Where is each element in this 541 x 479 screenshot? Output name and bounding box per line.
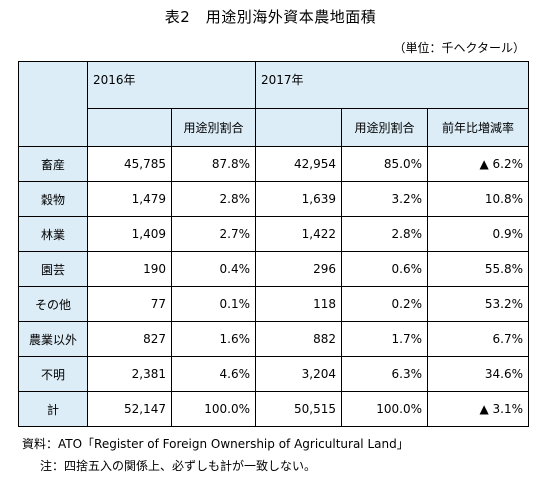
- table-row: 畜産 45,785 87.8% 42,954 85.0% ▲ 6.2%: [18, 146, 530, 182]
- cell-2017-value: 50,515: [255, 391, 343, 427]
- cell-2017-value: 3,204: [255, 356, 343, 392]
- cell-2017-value: 296: [255, 251, 343, 287]
- cell-2017-share: 6.3%: [341, 356, 429, 392]
- table-row: 不明 2,381 4.6% 3,204 6.3% 34.6%: [18, 356, 530, 392]
- header-share-2016: 用途別割合: [170, 108, 257, 147]
- cell-2016-share: 4.6%: [170, 356, 257, 392]
- cell-2016-share: 0.1%: [170, 286, 257, 322]
- cell-change: ▲ 6.2%: [427, 146, 530, 182]
- cell-2017-share: 0.2%: [341, 286, 429, 322]
- table-row: 農業以外 827 1.6% 882 1.7% 6.7%: [18, 321, 530, 357]
- row-label: その他: [18, 286, 88, 322]
- row-label: 穀物: [18, 181, 88, 217]
- cell-change: 6.7%: [427, 321, 530, 357]
- cell-2016-value: 1,479: [87, 181, 172, 217]
- header-year-2017: 2017年: [255, 61, 530, 109]
- cell-2016-value: 45,785: [87, 146, 172, 182]
- source-footnote: 資料：ATO「Register of Foreign Ownership of …: [22, 437, 409, 451]
- cell-change: 55.8%: [427, 251, 530, 287]
- row-label: 農業以外: [18, 321, 88, 357]
- row-label: 計: [18, 391, 88, 427]
- row-label: 畜産: [18, 146, 88, 182]
- cell-2016-value: 77: [87, 286, 172, 322]
- cell-2017-share: 100.0%: [341, 391, 429, 427]
- table-row: 穀物 1,479 2.8% 1,639 3.2% 10.8%: [18, 181, 530, 217]
- row-label: 不明: [18, 356, 88, 392]
- header-blank-2017: [255, 108, 343, 147]
- data-table: 2016年 2017年 用途別割合 用途別割合 前年比増減率 畜産 45,785…: [18, 61, 530, 427]
- cell-2016-share: 87.8%: [170, 146, 257, 182]
- table-row: その他 77 0.1% 118 0.2% 53.2%: [18, 286, 530, 322]
- cell-change: 10.8%: [427, 181, 530, 217]
- corner-cell: [18, 61, 88, 147]
- cell-change: 0.9%: [427, 216, 530, 252]
- header-row-years: 2016年 2017年: [18, 61, 530, 147]
- cell-2016-value: 190: [87, 251, 172, 287]
- cell-2017-value: 882: [255, 321, 343, 357]
- cell-2017-value: 1,422: [255, 216, 343, 252]
- table-title: 表2 用途別海外資本農地面積: [164, 8, 377, 26]
- header-share-2017: 用途別割合: [341, 108, 429, 147]
- cell-change: 53.2%: [427, 286, 530, 322]
- cell-2016-share: 2.7%: [170, 216, 257, 252]
- cell-2017-share: 85.0%: [341, 146, 429, 182]
- cell-2016-share: 100.0%: [170, 391, 257, 427]
- cell-2017-share: 0.6%: [341, 251, 429, 287]
- cell-2016-value: 52,147: [87, 391, 172, 427]
- table-row-total: 計 52,147 100.0% 50,515 100.0% ▲ 3.1%: [18, 391, 530, 427]
- cell-2017-share: 1.7%: [341, 321, 429, 357]
- cell-2016-share: 0.4%: [170, 251, 257, 287]
- header-blank-2016: [87, 108, 172, 147]
- cell-2016-share: 2.8%: [170, 181, 257, 217]
- unit-label: （単位：千ヘクタール）: [393, 41, 525, 55]
- cell-2016-share: 1.6%: [170, 321, 257, 357]
- header-change: 前年比増減率: [427, 108, 530, 147]
- cell-2016-value: 2,381: [87, 356, 172, 392]
- cell-2017-value: 118: [255, 286, 343, 322]
- table-row: 林業 1,409 2.7% 1,422 2.8% 0.9%: [18, 216, 530, 252]
- cell-2017-share: 3.2%: [341, 181, 429, 217]
- cell-2017-value: 1,639: [255, 181, 343, 217]
- cell-2016-value: 827: [87, 321, 172, 357]
- cell-2016-value: 1,409: [87, 216, 172, 252]
- row-label: 園芸: [18, 251, 88, 287]
- cell-change: 34.6%: [427, 356, 530, 392]
- rounding-note: 注：四捨五入の関係上、必ずしも計が一致しない。: [40, 459, 317, 473]
- header-year-2016: 2016年: [86, 61, 257, 109]
- table-row: 園芸 190 0.4% 296 0.6% 55.8%: [18, 251, 530, 287]
- cell-2017-value: 42,954: [255, 146, 343, 182]
- header-row-sub: 用途別割合 用途別割合 前年比増減率: [19, 108, 530, 147]
- cell-change: ▲ 3.1%: [427, 391, 530, 427]
- row-label: 林業: [18, 216, 88, 252]
- cell-2017-share: 2.8%: [341, 216, 429, 252]
